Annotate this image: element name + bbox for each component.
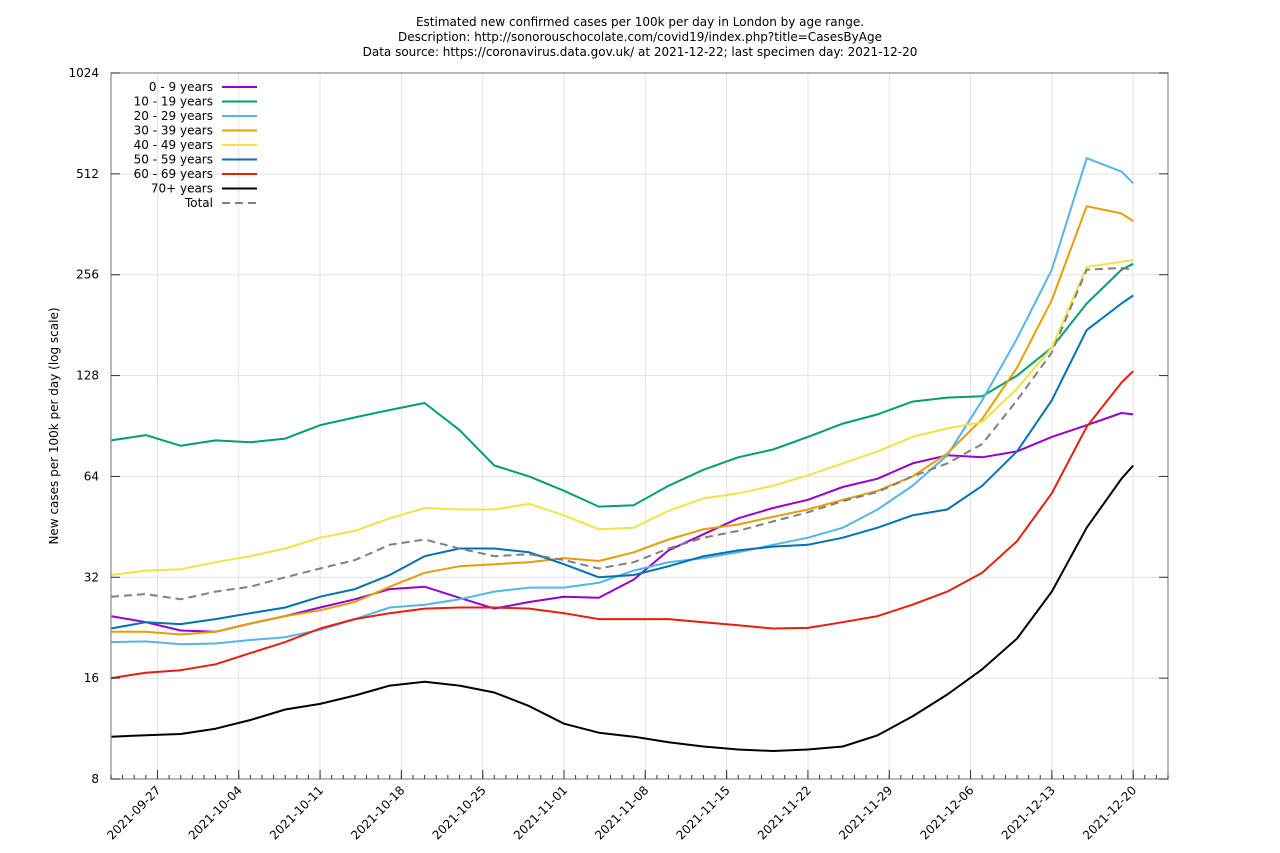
series-line-20-29-years [110,157,1134,646]
legend-label: 40 - 49 years [134,138,213,152]
legend-label: Total [184,196,213,210]
x-tick-label: 2021-11-01 [511,783,570,842]
x-tick-label: 2021-10-11 [267,783,326,842]
y-tick-label: 32 [84,570,99,584]
y-tick-label: 64 [84,469,99,483]
series-line-60-69-years [110,370,1134,680]
legend-label: 10 - 19 years [134,95,213,109]
legend-label: 50 - 59 years [134,153,213,167]
y-tick-label: 1024 [68,66,99,80]
legend-label: 70+ years [151,182,213,196]
x-tick-label: 2021-10-04 [186,783,245,842]
series-line-70-years [110,464,1134,752]
series-line-30-39-years [111,205,1134,636]
y-tick-label: 16 [84,671,99,685]
x-tick-label: 2021-10-18 [348,783,407,842]
y-tick-label: 8 [91,772,99,786]
x-tick-label: 2021-09-27 [104,783,163,842]
y-tick-label: 512 [76,167,99,181]
legend-label: 20 - 29 years [134,109,213,123]
x-tick-label: 2021-11-15 [674,783,733,842]
grid [111,72,1168,780]
series-lines [110,157,1134,752]
x-tick-label: 2021-11-22 [755,783,814,842]
x-tick-label: 2021-12-06 [917,783,976,842]
x-axis: 2021-09-27 2021-10-04 2021-10-11 2021-10-18… [104,770,1169,842]
x-tick-label: 2021-11-29 [836,783,895,842]
y-tick-label: 128 [76,369,99,383]
x-tick-label: 2021-10-25 [430,783,489,842]
x-tick-label: 2021-12-20 [1080,783,1139,842]
series-line-50-59-years [110,294,1134,630]
title-line-1: Estimated new confirmed cases per 100k p… [416,15,864,29]
legend-label: 0 - 9 years [149,80,213,94]
title-line-2: Description: http://sonorouschocolate.co… [398,30,882,44]
legend-label: 30 - 39 years [134,124,213,138]
series-line-total [110,267,1134,601]
x-tick-label: 2021-11-08 [592,783,651,842]
series-line-40-49-years [110,259,1134,576]
y-tick-label: 256 [76,268,99,282]
series-line-10-19-years [110,262,1134,508]
y-axis-label: New cases per 100k per day (log scale) [47,307,61,544]
x-tick-label: 2021-12-13 [999,783,1058,842]
legend-label: 60 - 69 years [134,167,213,181]
title-line-3: Data source: https://coronavirus.data.go… [363,45,918,59]
plot-frame [110,72,1169,780]
y-axis: 8 16 32 64 128 256 512 1024 [68,66,1168,786]
chart-title: Estimated new confirmed cases per 100k p… [363,15,918,59]
